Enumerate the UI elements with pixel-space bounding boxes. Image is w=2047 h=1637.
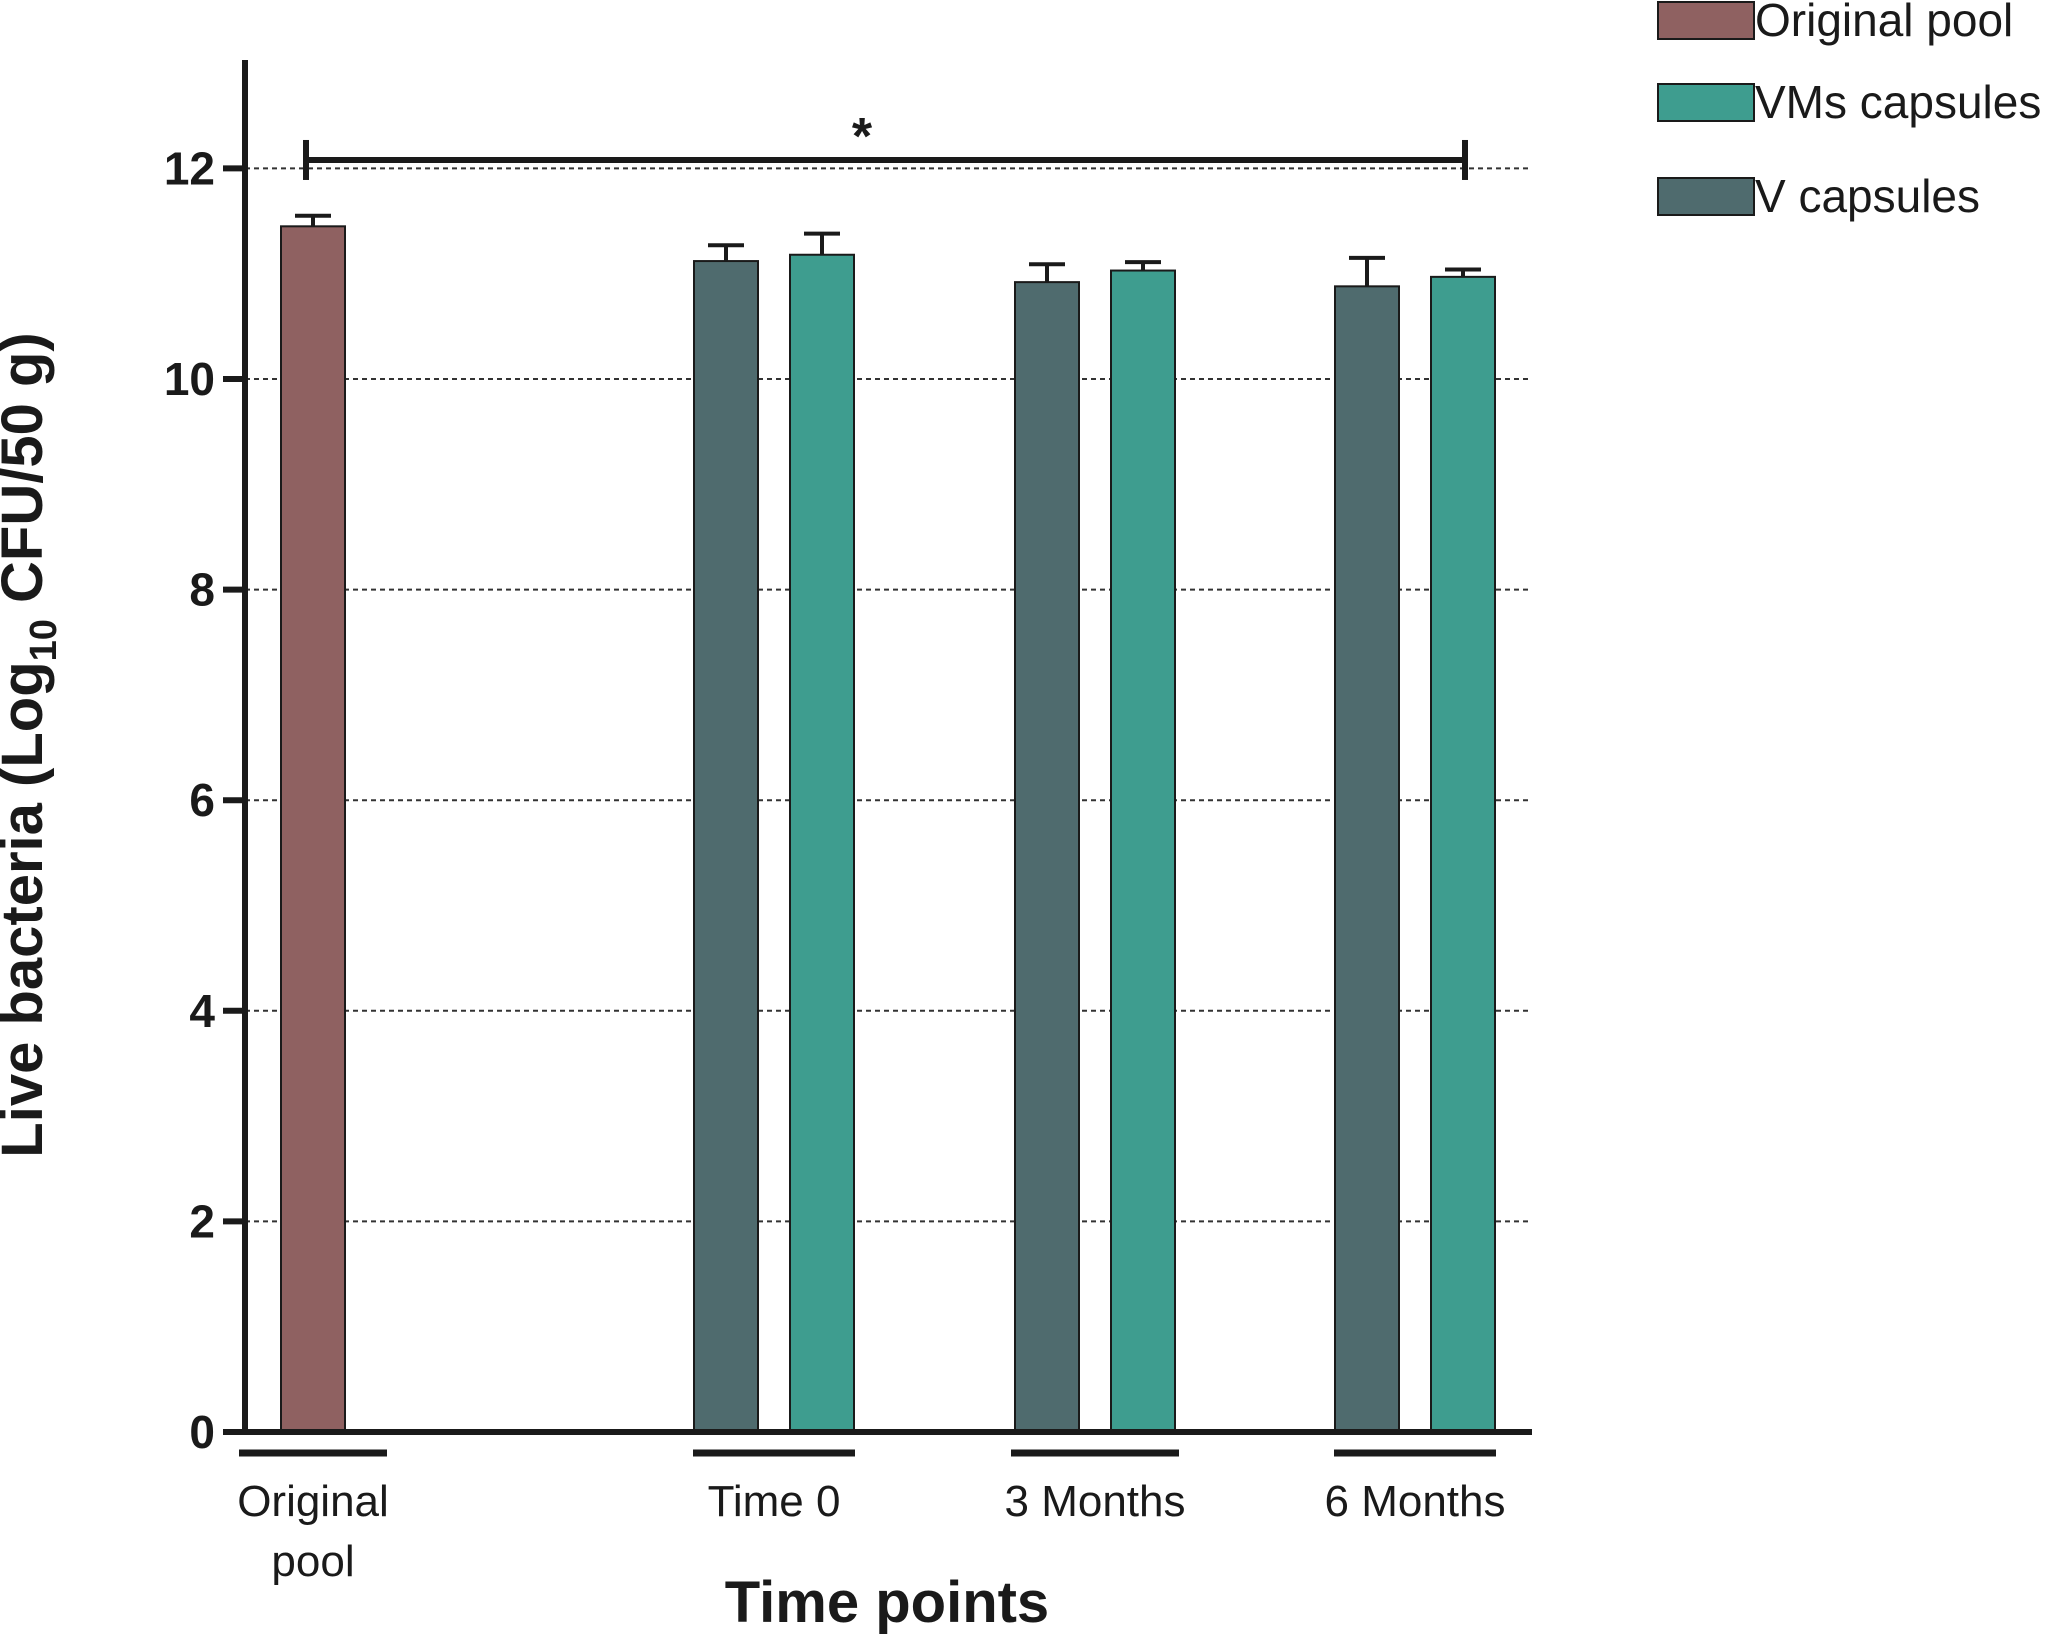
legend-swatch-original_pool: [1657, 1, 1755, 40]
legend-label: VMs capsules: [1755, 76, 2041, 128]
significance-label: *: [852, 108, 873, 166]
y-tick-label: 10: [164, 353, 215, 405]
x-group-label: Time 0: [708, 1477, 841, 1526]
bar-v_capsules: [1334, 285, 1400, 1433]
y-axis-title-main: Live bacteria (Log: [0, 661, 55, 1157]
x-group-label: Original: [237, 1477, 389, 1526]
y-tick-label: 0: [189, 1406, 215, 1458]
error-bars: [295, 213, 1481, 287]
y-tick-label: 12: [164, 142, 215, 194]
bar-original_pool: [280, 225, 346, 1434]
x-group-label: 3 Months: [1005, 1477, 1186, 1526]
x-axis-title: Time points: [725, 1570, 1049, 1635]
bar-v_capsules: [1014, 281, 1080, 1433]
legend-label: V capsules: [1755, 170, 1980, 222]
x-group-labels: Original pool Time 0 3 Months 6 Months: [237, 1449, 1506, 1586]
x-group-label: 6 Months: [1325, 1477, 1506, 1526]
legend-swatch-vms_capsules: [1657, 83, 1755, 122]
y-axis-title-subscript: 10: [23, 619, 65, 661]
grid-lines: [245, 167, 1530, 1223]
axes: [242, 60, 1532, 1435]
y-axis-title-tail: CFU/50 g): [0, 332, 55, 619]
y-axis-title: Live bacteria (Log10 CFU/50 g): [0, 332, 65, 1157]
y-tick-label: 2: [189, 1195, 215, 1247]
y-tick-label: 8: [189, 564, 215, 616]
legend-swatch-v_capsules: [1657, 177, 1755, 216]
significance-bracket: *: [303, 108, 1468, 180]
bar-v_capsules: [693, 260, 759, 1434]
y-tick-label: 6: [189, 774, 215, 826]
y-ticks: 0 2 4 6 8 10 12: [164, 142, 245, 1458]
x-group-label: pool: [271, 1537, 354, 1586]
bar-vms_capsules: [1430, 275, 1496, 1433]
legend-label: Original pool: [1755, 0, 2013, 46]
y-tick-label: 4: [189, 985, 215, 1037]
bar-vms_capsules: [789, 253, 855, 1434]
bars: [280, 225, 1496, 1434]
legend: Original pool VMs capsules V capsules: [1657, 0, 2041, 222]
bar-vms_capsules: [1110, 269, 1176, 1433]
